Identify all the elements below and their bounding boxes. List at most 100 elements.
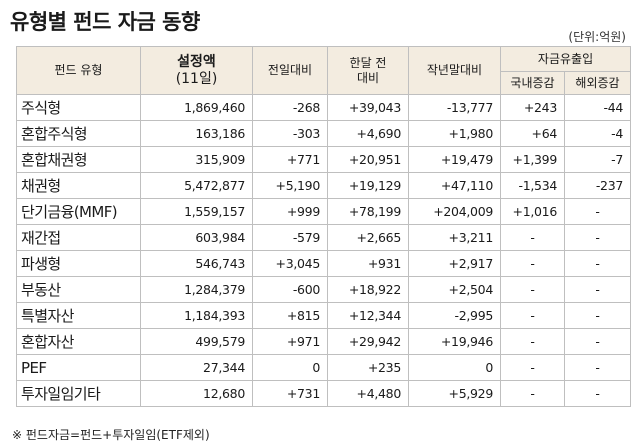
header-fund-type: 펀드 유형 bbox=[16, 46, 141, 95]
page-title: 유형별 펀드 자금 동향 bbox=[10, 10, 200, 34]
table-row: 재간접 603,984 -579 +2,665 +3,211 - - bbox=[16, 224, 632, 251]
cell-overseas: - bbox=[563, 250, 632, 277]
cell-overseas: -7 bbox=[563, 146, 632, 173]
cell-year-end: +2,917 bbox=[408, 250, 501, 277]
cell-year-end: +1,980 bbox=[408, 120, 501, 147]
table-row: 파생형 546,743 +3,045 +931 +2,917 - - bbox=[16, 250, 632, 277]
cell-balance: 12,680 bbox=[140, 380, 253, 407]
cell-overseas: - bbox=[563, 224, 632, 251]
row-type: 파생형 bbox=[16, 250, 141, 277]
table-row: 혼합주식형 163,186 -303 +4,690 +1,980 +64 -4 bbox=[16, 120, 632, 147]
footnote: ※ 펀드자금=펀드+투자일임(ETF제외) bbox=[12, 428, 210, 442]
cell-prev-day: +815 bbox=[252, 302, 328, 329]
cell-balance: 499,579 bbox=[140, 328, 253, 355]
cell-balance: 603,984 bbox=[140, 224, 253, 251]
cell-domestic: - bbox=[500, 354, 565, 381]
table-row: 투자일임기타 12,680 +731 +4,480 +5,929 - - bbox=[16, 380, 632, 407]
cell-overseas: -44 bbox=[563, 94, 632, 121]
cell-prev-month: +4,690 bbox=[327, 120, 409, 147]
cell-domestic: +243 bbox=[500, 94, 565, 121]
header-year-end: 작년말대비 bbox=[408, 46, 501, 95]
cell-prev-day: +999 bbox=[252, 198, 328, 225]
cell-balance: 1,184,393 bbox=[140, 302, 253, 329]
row-type: 채권형 bbox=[16, 172, 141, 199]
row-type: PEF bbox=[16, 354, 141, 381]
cell-prev-day: -303 bbox=[252, 120, 328, 147]
row-type: 특별자산 bbox=[16, 302, 141, 329]
header-prev-month-line1: 한달 전 bbox=[349, 55, 387, 70]
cell-domestic: -1,534 bbox=[500, 172, 565, 199]
cell-year-end: +2,504 bbox=[408, 276, 501, 303]
cell-prev-month: +12,344 bbox=[327, 302, 409, 329]
table-row: PEF 27,344 0 +235 0 - - bbox=[16, 354, 632, 381]
cell-domestic: - bbox=[500, 224, 565, 251]
cell-balance: 163,186 bbox=[140, 120, 253, 147]
cell-year-end: +204,009 bbox=[408, 198, 501, 225]
header-balance-label: 설정액 bbox=[177, 53, 216, 70]
header-prev-month: 한달 전 대비 bbox=[327, 46, 409, 95]
cell-year-end: 0 bbox=[408, 354, 501, 381]
cell-year-end: -13,777 bbox=[408, 94, 501, 121]
header-domestic: 국내증감 bbox=[500, 71, 565, 95]
cell-balance: 27,344 bbox=[140, 354, 253, 381]
cell-overseas: - bbox=[563, 328, 632, 355]
cell-overseas: -4 bbox=[563, 120, 632, 147]
cell-year-end: +19,946 bbox=[408, 328, 501, 355]
cell-prev-day: 0 bbox=[252, 354, 328, 381]
cell-prev-day: +3,045 bbox=[252, 250, 328, 277]
cell-prev-month: +2,665 bbox=[327, 224, 409, 251]
cell-prev-day: +731 bbox=[252, 380, 328, 407]
cell-overseas: - bbox=[563, 302, 632, 329]
cell-prev-day: +771 bbox=[252, 146, 328, 173]
cell-year-end: +3,211 bbox=[408, 224, 501, 251]
cell-year-end: +19,479 bbox=[408, 146, 501, 173]
cell-prev-month: +20,951 bbox=[327, 146, 409, 173]
row-type: 재간접 bbox=[16, 224, 141, 251]
cell-prev-month: +19,129 bbox=[327, 172, 409, 199]
table-row: 혼합자산 499,579 +971 +29,942 +19,946 - - bbox=[16, 328, 632, 355]
cell-domestic: +1,016 bbox=[500, 198, 565, 225]
cell-prev-month: +39,043 bbox=[327, 94, 409, 121]
cell-balance: 546,743 bbox=[140, 250, 253, 277]
cell-balance: 1,284,379 bbox=[140, 276, 253, 303]
header-balance: 설정액 (11일) bbox=[140, 46, 253, 95]
cell-prev-month: +4,480 bbox=[327, 380, 409, 407]
cell-balance: 1,559,157 bbox=[140, 198, 253, 225]
cell-year-end: -2,995 bbox=[408, 302, 501, 329]
cell-year-end: +47,110 bbox=[408, 172, 501, 199]
table-row: 특별자산 1,184,393 +815 +12,344 -2,995 - - bbox=[16, 302, 632, 329]
unit-label: (단위:억원) bbox=[568, 30, 626, 44]
cell-overseas: -237 bbox=[563, 172, 632, 199]
row-type: 혼합주식형 bbox=[16, 120, 141, 147]
cell-prev-month: +931 bbox=[327, 250, 409, 277]
table-row: 부동산 1,284,379 -600 +18,922 +2,504 - - bbox=[16, 276, 632, 303]
cell-prev-month: +235 bbox=[327, 354, 409, 381]
cell-domestic: - bbox=[500, 302, 565, 329]
cell-prev-day: -579 bbox=[252, 224, 328, 251]
cell-prev-day: +971 bbox=[252, 328, 328, 355]
cell-overseas: - bbox=[563, 380, 632, 407]
table-row: 채권형 5,472,877 +5,190 +19,129 +47,110 -1,… bbox=[16, 172, 632, 199]
cell-domestic: - bbox=[500, 276, 565, 303]
cell-domestic: +1,399 bbox=[500, 146, 565, 173]
cell-prev-month: +18,922 bbox=[327, 276, 409, 303]
header-overseas: 해외증감 bbox=[563, 71, 632, 95]
row-type: 혼합채권형 bbox=[16, 146, 141, 173]
cell-balance: 1,869,460 bbox=[140, 94, 253, 121]
cell-prev-month: +29,942 bbox=[327, 328, 409, 355]
row-type: 혼합자산 bbox=[16, 328, 141, 355]
fund-flow-table: 펀드 유형 설정액 (11일) 전일대비 한달 전 대비 작년말대비 자금유출입… bbox=[16, 46, 632, 407]
cell-prev-day: -600 bbox=[252, 276, 328, 303]
cell-overseas: - bbox=[563, 198, 632, 225]
header-fund-flow: 자금유출입 bbox=[499, 46, 632, 72]
cell-prev-month: +78,199 bbox=[327, 198, 409, 225]
cell-balance: 5,472,877 bbox=[140, 172, 253, 199]
cell-domestic: - bbox=[500, 328, 565, 355]
cell-balance: 315,909 bbox=[140, 146, 253, 173]
row-type: 투자일임기타 bbox=[16, 380, 141, 407]
header-prev-month-line2: 대비 bbox=[356, 70, 380, 85]
cell-prev-day: -268 bbox=[252, 94, 328, 121]
cell-prev-day: +5,190 bbox=[252, 172, 328, 199]
header-balance-date: (11일) bbox=[175, 70, 218, 87]
cell-overseas: - bbox=[563, 276, 632, 303]
